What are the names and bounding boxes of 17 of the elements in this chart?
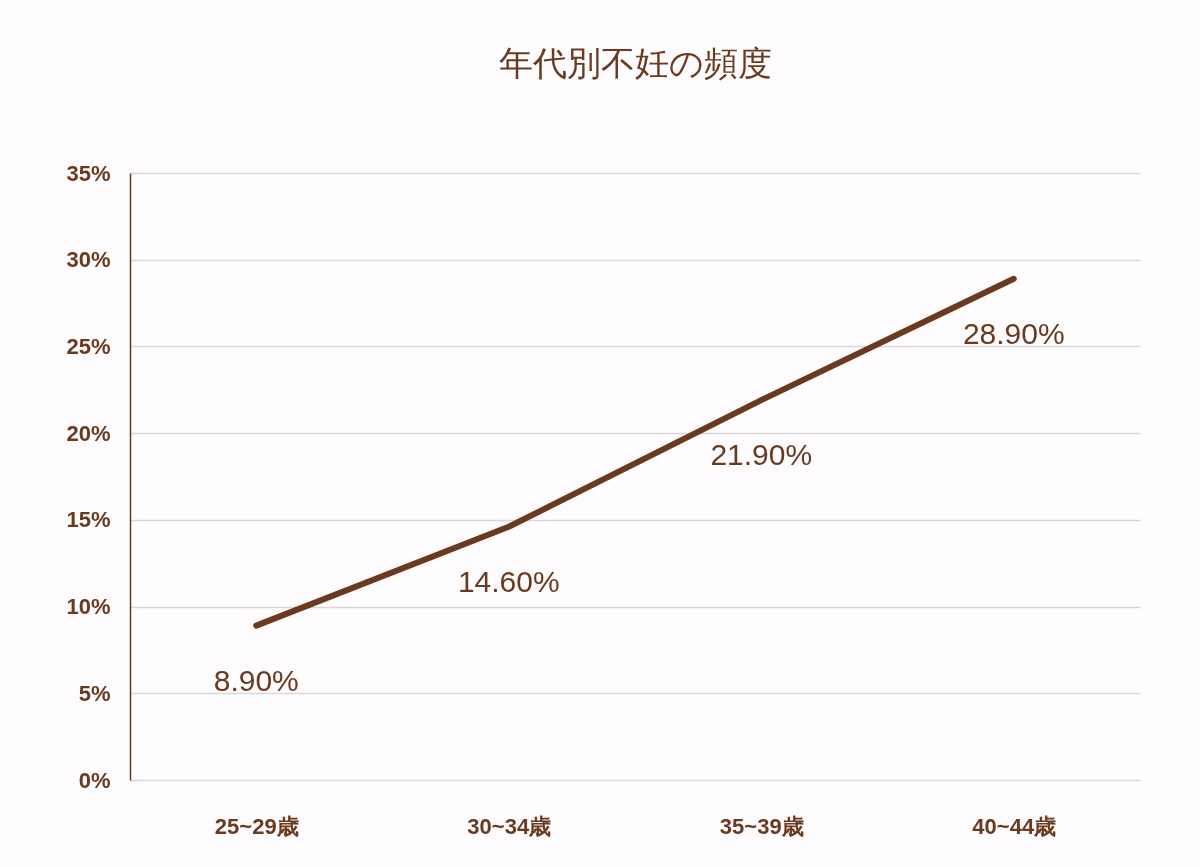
data-label: 21.90% [710, 438, 813, 472]
x-tick-label: 35~39歳 [719, 813, 804, 839]
x-tick-label: 30~34歳 [467, 813, 552, 839]
y-tick-label: 30% [66, 247, 111, 273]
y-tick-label: 35% [66, 160, 111, 186]
y-tick-label: 5% [78, 680, 111, 706]
x-tick-label: 40~44歳 [972, 813, 1057, 839]
data-label: 8.90% [213, 663, 299, 697]
y-tick-label: 10% [66, 594, 111, 620]
y-tick-label: 15% [66, 507, 111, 533]
data-label: 28.90% [962, 316, 1065, 350]
x-tick-label: 25~29歳 [214, 813, 299, 839]
y-tick-label: 25% [66, 333, 111, 359]
y-tick-label: 20% [66, 420, 111, 446]
chart-title: 年代別不妊の頻度 [498, 44, 772, 82]
y-tick-label: 0% [78, 767, 111, 793]
data-label: 14.60% [457, 564, 560, 598]
